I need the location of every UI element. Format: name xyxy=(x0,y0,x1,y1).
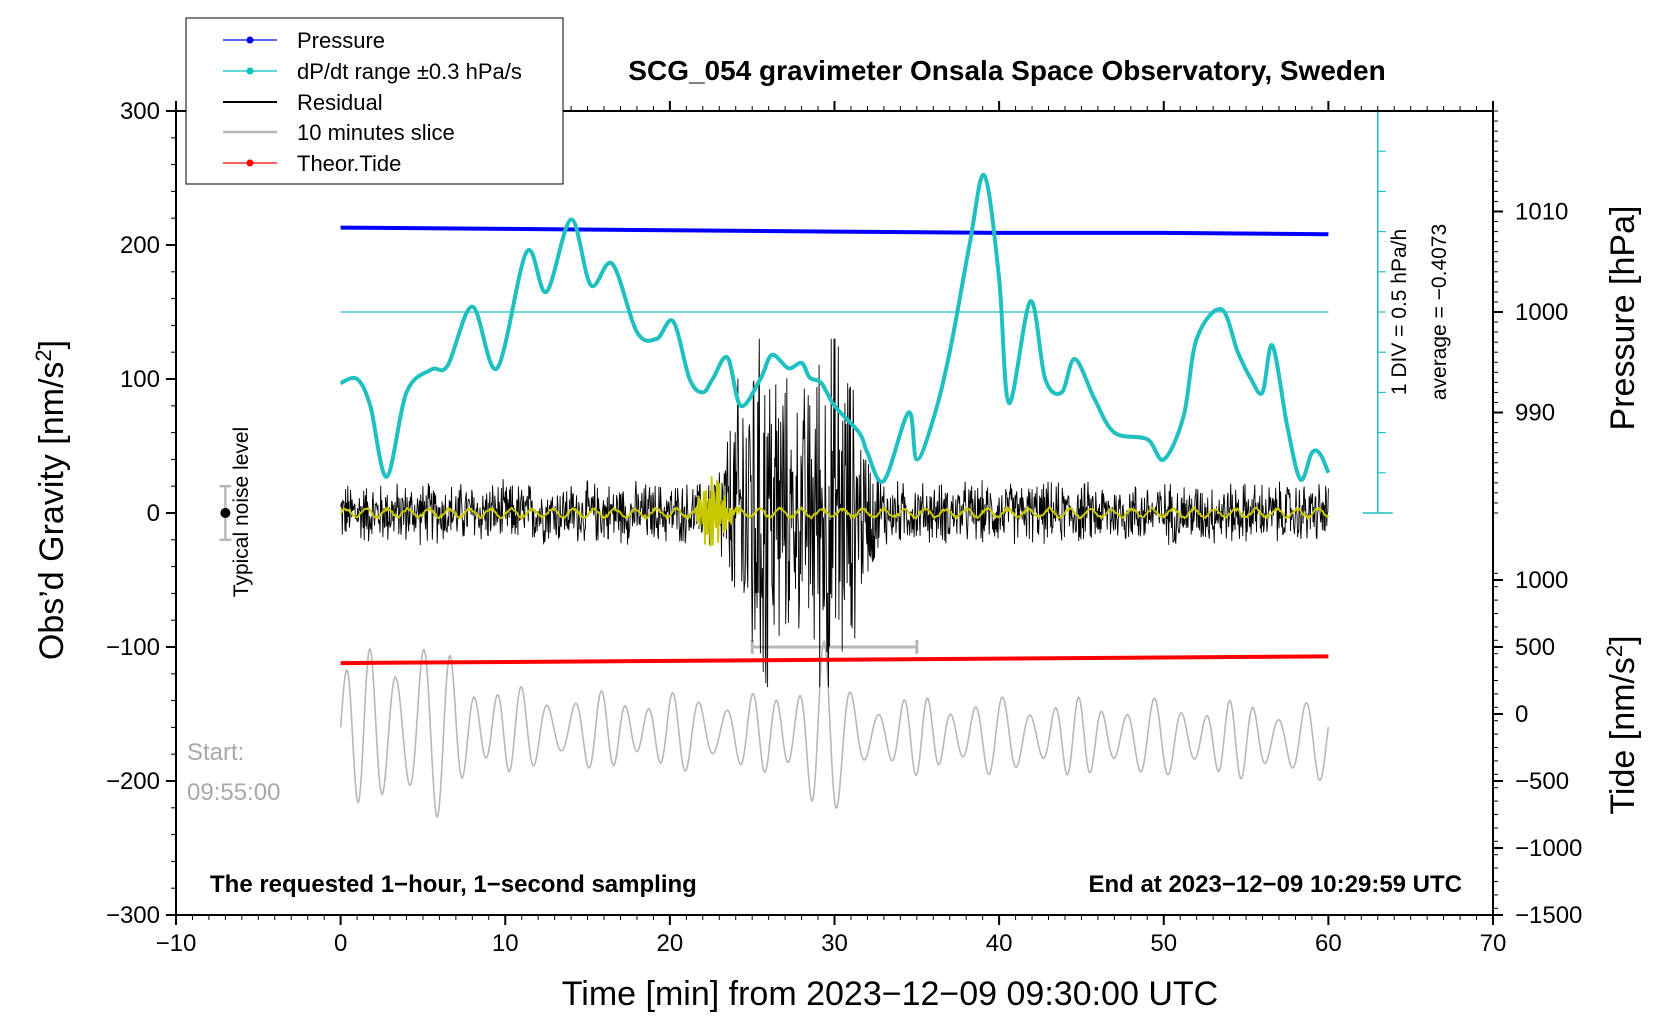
y-tick-label: −300 xyxy=(106,902,160,929)
legend-marker-pressure xyxy=(246,36,254,44)
tide-tick-label: −1000 xyxy=(1515,835,1582,862)
smoothed-residual-line xyxy=(340,476,1330,547)
y-axis-label-tide-close: ] xyxy=(1604,635,1642,644)
chart-title: SCG_054 gravimeter Onsala Space Observat… xyxy=(628,55,1385,86)
x-tick-label: 40 xyxy=(986,930,1013,957)
legend-label-tide: Theor.Tide xyxy=(297,151,401,176)
start-time: 09:55:00 xyxy=(187,779,280,806)
dpdt-line xyxy=(339,173,1331,484)
pressure-line xyxy=(340,225,1329,237)
tide-tick-label: −500 xyxy=(1515,768,1569,795)
legend-item-tide: Theor.Tide xyxy=(223,151,401,176)
y-axis-label-gravity-exponent: 2 xyxy=(31,349,56,361)
x-tick-label: 20 xyxy=(657,930,684,957)
x-tick-label: 50 xyxy=(1150,930,1177,957)
legend: Pressure dP/dt range ±0.3 hPa/s Residual… xyxy=(185,17,564,185)
y-axis-label-tide-exponent: 2 xyxy=(1602,645,1627,657)
legend-item-slice: 10 minutes slice xyxy=(223,120,455,145)
tide-tick-label: −1500 xyxy=(1515,902,1582,929)
legend-label-dpdt: dP/dt range ±0.3 hPa/s xyxy=(297,59,522,84)
legend-item-residual: Residual xyxy=(223,90,383,115)
slice-line xyxy=(339,640,1330,819)
tide-tick-label: 500 xyxy=(1515,634,1555,661)
y-tick-label: −200 xyxy=(106,768,160,795)
legend-label-slice: 10 minutes slice xyxy=(297,120,455,145)
legend-marker-dpdt xyxy=(246,67,254,75)
scale-note-div: 1 DIV = 0.5 hPa/h xyxy=(1388,229,1411,395)
plot-area xyxy=(219,110,1393,819)
noise-level-label: Typical noise level xyxy=(230,427,253,597)
sampling-note: The requested 1−hour, 1−second sampling xyxy=(210,871,697,898)
end-time-note: End at 2023−12−09 10:29:59 UTC xyxy=(1088,871,1462,898)
pressure-tick-label: 990 xyxy=(1515,400,1555,427)
y-axis-label-gravity: Obs’d Gravity [nm/s2] xyxy=(31,340,71,660)
legend-marker-tide xyxy=(246,159,254,167)
y-axis-label-tide-main: Tide [nm/s xyxy=(1604,657,1642,814)
pressure-tick-label: 1000 xyxy=(1515,299,1568,326)
x-tick-label: 30 xyxy=(821,930,848,957)
legend-item-dpdt: dP/dt range ±0.3 hPa/s xyxy=(223,59,522,84)
legend-item-pressure: Pressure xyxy=(223,28,385,53)
y-tick-label: 200 xyxy=(120,232,160,259)
y-axis-label-gravity-close: ] xyxy=(33,340,71,349)
axes: −10 0 10 20 30 40 50 60 703002001000−100−200−300… xyxy=(106,98,1582,957)
scale-note-average: average = −0.4073 xyxy=(1428,224,1451,400)
y-tick-label: 100 xyxy=(120,366,160,393)
x-tick-label: 60 xyxy=(1315,930,1342,957)
y-axis-label-pressure: Pressure [hPa] xyxy=(1604,206,1642,431)
x-axis-label: Time [min] from 2023−12−09 09:30:00 UTC xyxy=(562,975,1218,1013)
legend-label-pressure: Pressure xyxy=(297,28,385,53)
x-tick-label: −10 xyxy=(156,930,197,957)
pressure-tick-label: 1010 xyxy=(1515,199,1568,226)
y-tick-label: −100 xyxy=(106,634,160,661)
y-axis-label-gravity-main: Obs’d Gravity [nm/s xyxy=(33,362,71,661)
x-tick-label: 0 xyxy=(334,930,347,957)
noise-dot xyxy=(220,508,231,518)
start-label: Start: xyxy=(187,739,244,766)
tide-line xyxy=(340,654,1329,666)
legend-label-residual: Residual xyxy=(297,90,383,115)
x-tick-label: 10 xyxy=(492,930,519,957)
y-tick-label: 300 xyxy=(120,98,160,125)
tide-tick-label: 1000 xyxy=(1515,567,1568,594)
tide-tick-label: 0 xyxy=(1515,701,1528,728)
y-tick-label: 0 xyxy=(147,500,160,527)
x-tick-label: 70 xyxy=(1480,930,1507,957)
y-axis-label-tide: Tide [nm/s2] xyxy=(1602,635,1642,814)
